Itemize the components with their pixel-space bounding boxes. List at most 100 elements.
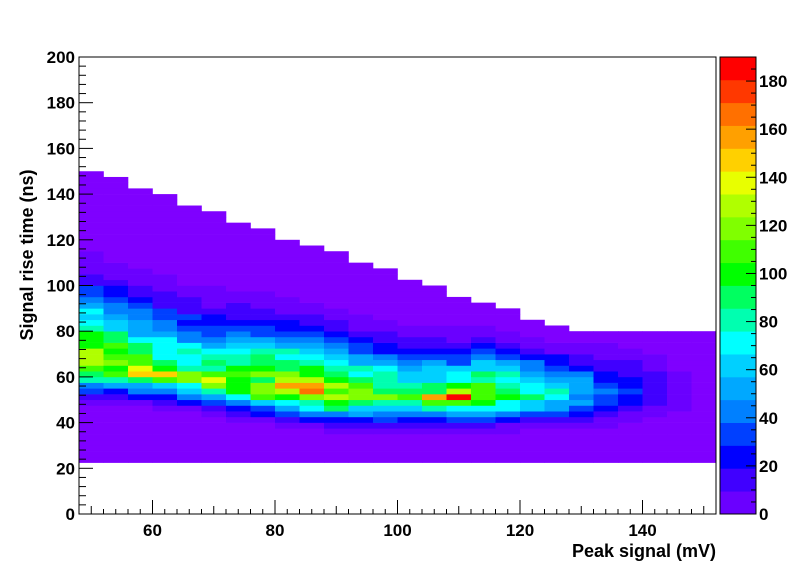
heatmap-bin <box>593 399 619 406</box>
heatmap-bin <box>79 399 104 406</box>
heatmap-bin <box>226 314 251 321</box>
heatmap-bin <box>201 314 227 321</box>
heatmap-bin <box>103 285 129 292</box>
heatmap-bin <box>201 354 227 361</box>
heatmap-bin <box>373 451 398 458</box>
heatmap-bin <box>275 359 300 366</box>
heatmap-bin <box>618 428 643 435</box>
heatmap-bin <box>152 251 178 258</box>
heatmap-bin <box>495 394 521 401</box>
heatmap-bin <box>226 371 251 378</box>
heatmap-bin <box>544 434 570 441</box>
heatmap-bin <box>397 382 423 389</box>
heatmap-bin <box>691 416 717 423</box>
heatmap-bin <box>471 331 496 338</box>
heatmap-bin <box>495 388 521 395</box>
heatmap-bin <box>226 331 251 338</box>
heatmap-bin <box>299 325 325 332</box>
heatmap-bin <box>250 354 276 361</box>
heatmap-bin <box>691 376 717 383</box>
heatmap-bin <box>569 336 594 343</box>
heatmap-bin <box>152 262 178 269</box>
heatmap-bin <box>422 394 447 401</box>
heatmap-bin <box>177 439 202 446</box>
heatmap-bin <box>250 325 276 332</box>
heatmap-bin <box>520 445 545 452</box>
heatmap-bin <box>128 296 153 303</box>
heatmap-bin <box>397 365 423 372</box>
heatmap-bin <box>201 302 227 309</box>
heatmap-bin <box>177 251 202 258</box>
heatmap-bin <box>397 354 423 361</box>
heatmap-bin <box>373 319 398 326</box>
heatmap-bin <box>201 245 227 252</box>
heatmap-bin <box>79 279 104 286</box>
heatmap-bin <box>177 262 202 269</box>
heatmap-bin <box>201 319 227 326</box>
heatmap-bin <box>103 428 129 435</box>
heatmap-bin <box>520 365 545 372</box>
heatmap-bin <box>348 434 374 441</box>
heatmap-bin <box>201 336 227 343</box>
heatmap-bin <box>250 428 276 435</box>
heatmap-bin <box>446 336 472 343</box>
heatmap-bin <box>691 399 717 406</box>
heatmap-bin <box>593 445 619 452</box>
heatmap-bin <box>128 382 153 389</box>
heatmap-bin <box>79 268 104 275</box>
heatmap-bin <box>348 411 374 418</box>
heatmap-bin <box>152 456 178 463</box>
heatmap-bin <box>471 399 496 406</box>
heatmap-bin <box>471 394 496 401</box>
heatmap-bin <box>275 411 300 418</box>
heatmap-bin <box>642 382 668 389</box>
heatmap-bin <box>667 331 692 338</box>
heatmap-bin <box>667 445 692 452</box>
heatmap-bin <box>544 382 570 389</box>
heatmap-bin <box>348 319 374 326</box>
heatmap-bin <box>495 348 521 355</box>
heatmap-bin <box>495 399 521 406</box>
heatmap-bin <box>103 371 129 378</box>
heatmap-bin <box>544 411 570 418</box>
color-scale-swatch <box>720 376 756 401</box>
heatmap-bin <box>299 331 325 338</box>
heatmap-bin <box>422 445 447 452</box>
heatmap-bin <box>79 445 104 452</box>
heatmap-bin <box>422 308 447 315</box>
heatmap-bin <box>128 268 153 275</box>
color-scale-swatch <box>720 79 756 104</box>
heatmap-bin <box>177 451 202 458</box>
heatmap-bin <box>593 411 619 418</box>
heatmap-bin <box>79 456 104 463</box>
heatmap-bin <box>691 451 717 458</box>
heatmap-bin <box>152 205 178 212</box>
heatmap-bin <box>201 256 227 263</box>
heatmap-bin <box>324 336 349 343</box>
heatmap-bin <box>152 285 178 292</box>
heatmap-bin <box>691 428 717 435</box>
heatmap-bin <box>373 434 398 441</box>
heatmap-bin <box>495 325 521 332</box>
heatmap-bin <box>128 422 153 429</box>
heatmap-bin <box>544 376 570 383</box>
x-tick-label: 60 <box>143 521 162 540</box>
heatmap-bin <box>446 371 472 378</box>
heatmap-bin <box>250 319 276 326</box>
heatmap-bin <box>275 262 300 269</box>
heatmap-bin <box>128 194 153 201</box>
heatmap-bin <box>544 354 570 361</box>
heatmap-bin <box>446 416 472 423</box>
heatmap-bin <box>226 376 251 383</box>
heatmap-bin <box>79 205 104 212</box>
heatmap-bin <box>177 388 202 395</box>
heatmap-bin <box>348 325 374 332</box>
heatmap-bin <box>667 359 692 366</box>
heatmap-bin <box>397 394 423 401</box>
heatmap-bin <box>642 348 668 355</box>
heatmap-bin <box>226 268 251 275</box>
heatmap-bin <box>201 382 227 389</box>
heatmap-bin <box>177 325 202 332</box>
heatmap-bin <box>422 405 447 412</box>
heatmap-bin <box>275 365 300 372</box>
